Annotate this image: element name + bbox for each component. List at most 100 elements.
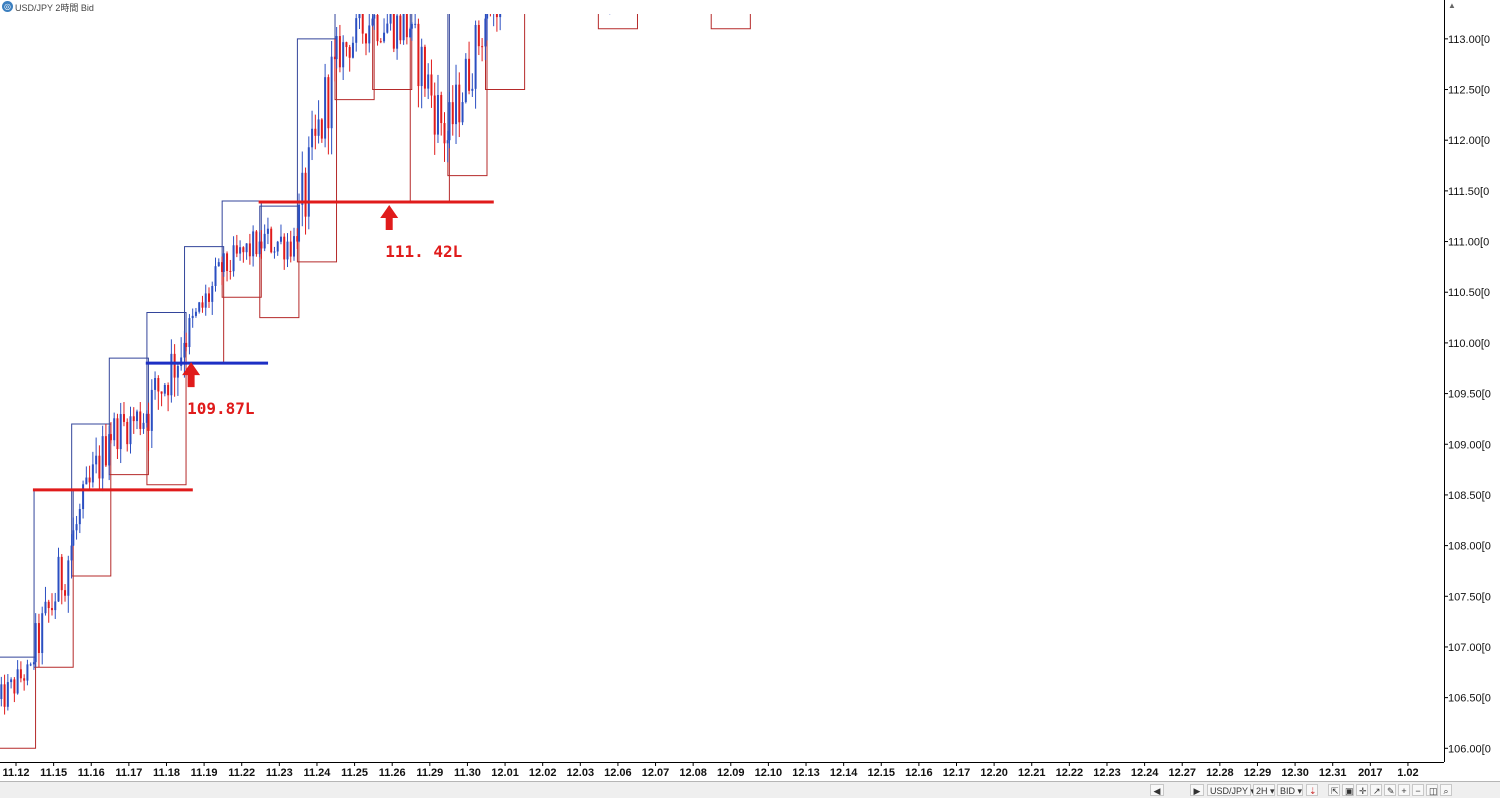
zoom-reset-icon[interactable]: ◫: [1426, 784, 1438, 796]
candle-body: [19, 669, 22, 679]
x-tick-label: 11.23: [266, 767, 293, 779]
scale-icon[interactable]: ▣: [1342, 784, 1354, 796]
candle-body: [283, 236, 286, 260]
search-icon[interactable]: ⌕: [1440, 784, 1452, 796]
x-tick-label: 12.31: [1319, 767, 1347, 779]
candle-body: [252, 231, 255, 257]
price-type-select[interactable]: BID ▾: [1277, 784, 1303, 796]
candle-body: [474, 24, 477, 89]
x-tick-label: 12.06: [604, 767, 632, 779]
pin-icon[interactable]: ⇣: [1306, 784, 1318, 796]
candle-body: [327, 77, 330, 129]
candle-body: [34, 623, 37, 663]
support-arrow-icon: [380, 204, 399, 230]
candle-body: [13, 679, 16, 694]
candle-body: [173, 353, 176, 378]
title-bar: ◎ USD/JPY 2時間 Bid: [0, 0, 1444, 14]
price-axis-bg: [1444, 0, 1500, 781]
candle-body: [232, 245, 235, 272]
zoom-out-icon[interactable]: −: [1412, 784, 1424, 796]
candle-body: [183, 342, 186, 358]
scroll-left-button[interactable]: ◀: [1150, 784, 1164, 796]
candle-body: [188, 318, 191, 348]
candle-body: [222, 253, 225, 272]
x-tick-label: 2017: [1358, 767, 1382, 779]
candle-body: [420, 46, 423, 87]
candle-body: [446, 140, 449, 144]
candle-body: [78, 509, 81, 525]
candle-body: [226, 253, 229, 271]
candle-body: [88, 477, 91, 483]
time-axis[interactable]: 11.12 11.15 11.16 11.17 11.18 11.19 11.22 11.23…: [0, 762, 1444, 779]
candle-body: [44, 601, 47, 614]
candle-body: [204, 293, 207, 308]
candle-body: [242, 247, 245, 253]
scroll-right-button[interactable]: ▶: [1190, 784, 1204, 796]
candle-body: [270, 228, 273, 253]
timeframe-select[interactable]: 2H ▾: [1253, 784, 1275, 796]
candle-body: [160, 391, 163, 394]
line-icon[interactable]: ↗: [1370, 784, 1382, 796]
candle-body: [266, 228, 269, 234]
candle-body: [376, 14, 379, 42]
candle-body: [116, 418, 119, 450]
plot-area: [0, 14, 1444, 762]
candle-body: [109, 434, 112, 441]
candle-body: [163, 385, 166, 394]
candle-body: [433, 95, 436, 135]
price-axis[interactable]: 106.00[0 106.50[0 107.00[0 107.50[0 108.00[0…: [1444, 0, 1500, 781]
candle-body: [399, 15, 402, 41]
candle-body: [301, 172, 304, 205]
candle-body: [145, 413, 148, 423]
candle-body: [101, 436, 104, 479]
x-tick-label: 11.18: [153, 767, 180, 779]
candle-body: [126, 421, 129, 445]
zoom-in-icon[interactable]: +: [1398, 784, 1410, 796]
y-tick-label: 110.00[0: [1448, 338, 1490, 350]
candle-body: [122, 414, 125, 422]
x-tick-label: 12.02: [529, 767, 557, 779]
x-tick-label: 11.19: [191, 767, 218, 779]
candle-body: [10, 679, 13, 683]
candle-body: [194, 311, 197, 316]
x-tick-label: 12.08: [679, 767, 707, 779]
symbol-select[interactable]: USD/JPY ▾: [1207, 784, 1255, 796]
candle-body: [414, 23, 417, 25]
x-tick-label: 12.24: [1131, 767, 1159, 779]
candle-body: [258, 241, 261, 255]
candle-body: [324, 77, 327, 139]
candle-body: [368, 25, 371, 44]
draw-icon[interactable]: ✎: [1384, 784, 1396, 796]
candle-body: [430, 74, 433, 96]
y-tick-label: 108.50[0: [1448, 490, 1491, 502]
candle-body: [289, 241, 292, 257]
candle-body: [95, 455, 98, 465]
candle-body: [373, 14, 376, 19]
candle-body: [37, 623, 40, 654]
fit-icon[interactable]: ⇱: [1328, 784, 1340, 796]
candle-body: [304, 172, 307, 217]
candle-body: [455, 84, 458, 125]
candle-body: [386, 23, 389, 33]
x-tick-label: 12.23: [1093, 767, 1121, 779]
candle-body: [286, 241, 289, 260]
x-tick-label: 12.27: [1168, 767, 1196, 779]
candle-body: [50, 608, 53, 611]
candle-body: [235, 245, 238, 254]
y-tick-label: 112.50[0: [1448, 85, 1490, 97]
candle-body: [342, 42, 345, 68]
support-arrow-icon: [182, 362, 201, 388]
scroll-up-icon[interactable]: ▲: [1448, 1, 1456, 10]
candle-body: [245, 243, 248, 253]
candle-body: [307, 147, 310, 217]
x-tick-label: 12.13: [792, 767, 820, 779]
support-label: 111. 42L: [385, 242, 462, 261]
candle-body: [402, 13, 405, 41]
x-tick-label: 12.30: [1281, 767, 1309, 779]
candle-body: [108, 434, 111, 466]
candle-body: [75, 524, 78, 531]
x-tick-label: 12.22: [1056, 767, 1084, 779]
x-tick-label: 11.25: [341, 767, 368, 779]
crosshair-icon[interactable]: ✛: [1356, 784, 1368, 796]
